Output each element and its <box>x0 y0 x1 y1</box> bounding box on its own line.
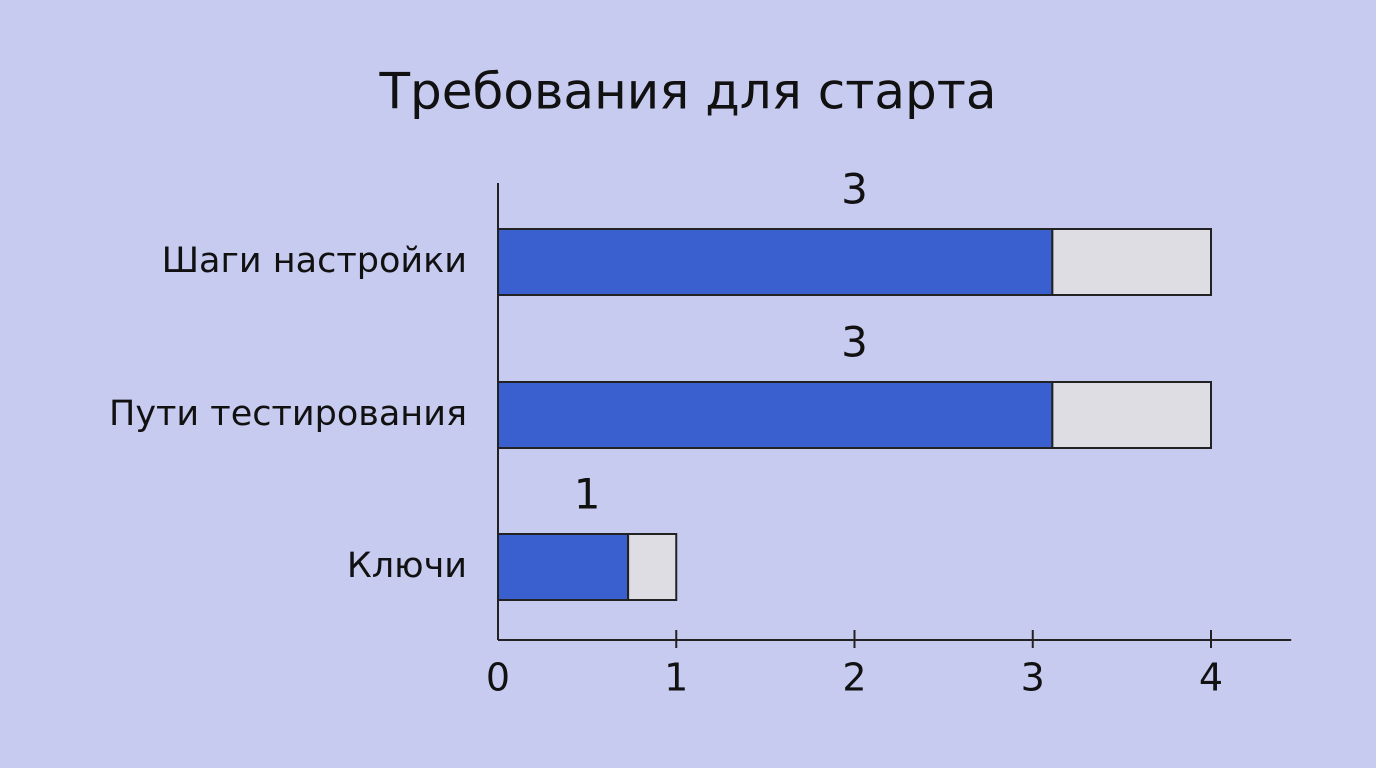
x-tick-label: 4 <box>1199 656 1223 700</box>
x-tick-label: 1 <box>664 656 688 700</box>
bar-segment <box>627 533 678 601</box>
data-label: 3 <box>841 318 868 367</box>
y-tick-label: Пути тестирования <box>109 394 467 434</box>
data-label: 1 <box>574 470 601 519</box>
chart-title: Требования для старта <box>379 63 997 121</box>
bar-segment <box>497 228 1054 296</box>
x-tick-label: 0 <box>486 656 510 700</box>
x-tick-label: 3 <box>1021 656 1045 700</box>
x-tick-label: 2 <box>842 656 866 700</box>
bar-segment <box>1051 381 1213 449</box>
y-tick-label: Ключи <box>347 546 467 586</box>
data-label: 3 <box>841 165 868 214</box>
bar-segment <box>1051 228 1213 296</box>
bar-segment <box>497 381 1054 449</box>
y-tick-label: Шаги настройки <box>162 241 467 281</box>
bar-segment <box>497 533 630 601</box>
